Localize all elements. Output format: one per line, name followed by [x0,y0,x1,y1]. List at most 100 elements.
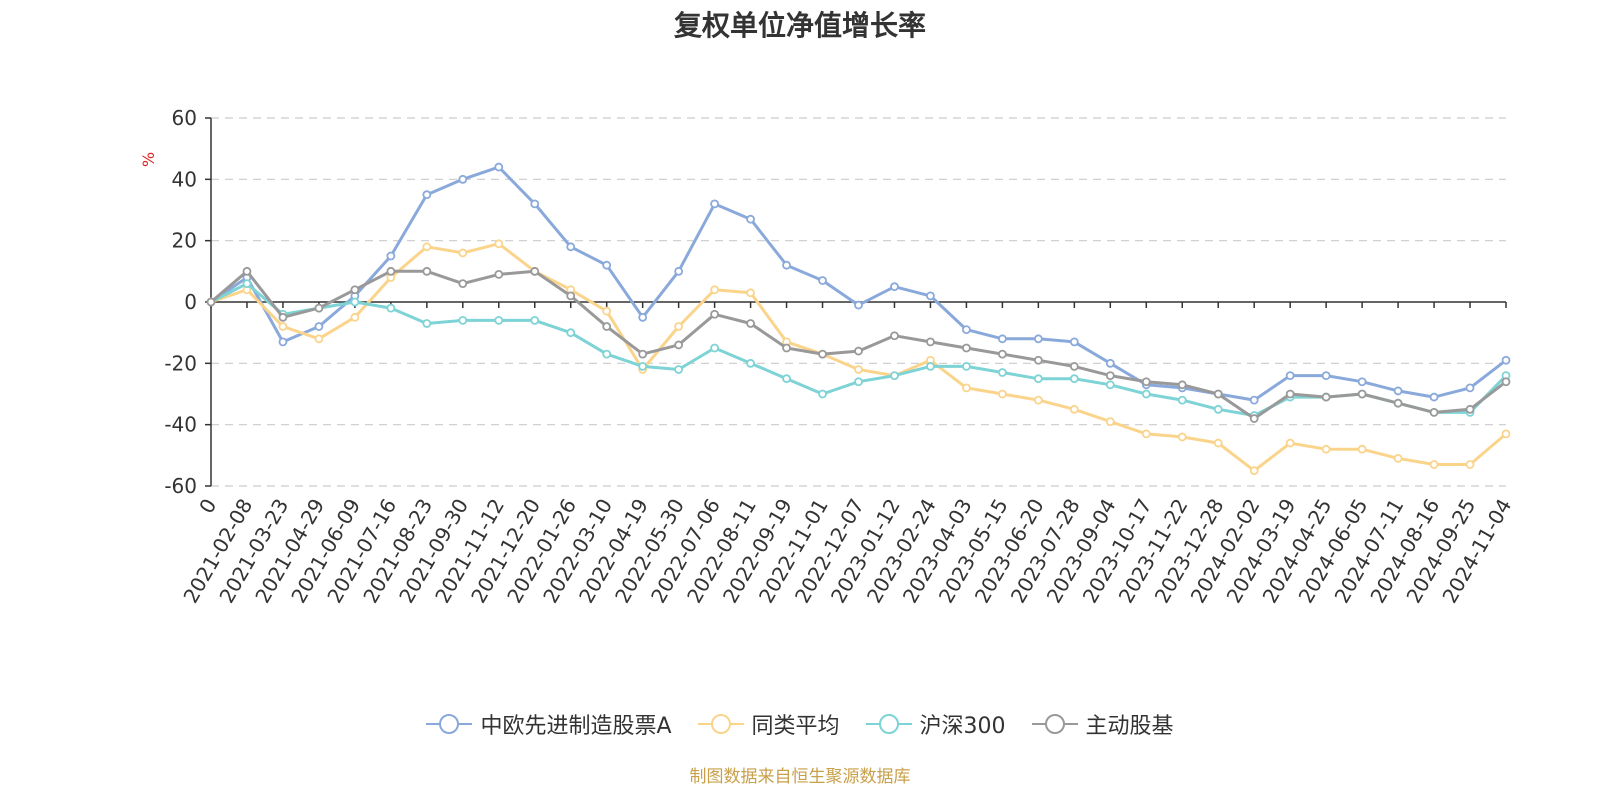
data-point [458,174,468,184]
series-line [210,242,1507,473]
data-point [674,266,684,276]
data-point [890,282,899,292]
legend-label: 主动股基 [1085,714,1174,739]
data-point [1321,371,1331,381]
data-point [602,349,612,359]
data-point [746,358,755,368]
data-point [314,303,324,313]
data-point [1069,374,1079,384]
data-point [1033,374,1043,384]
data-point [1357,444,1367,454]
y-tick-label: -20 [164,351,197,375]
data-point [422,266,432,276]
data-point [1357,377,1367,387]
data-point [314,322,324,331]
data-point [1249,466,1259,476]
data-point [638,312,648,322]
data-point [1393,398,1403,408]
data-point [1429,460,1439,469]
data-point [278,312,288,322]
data-point [386,251,396,261]
data-point [638,349,648,359]
line-chart: 6040200-20-40-6002021-02-082021-03-23202… [164,106,1516,607]
legend-item[interactable]: 主动股基 [1031,708,1174,740]
data-point [242,279,252,289]
data-point [242,266,252,276]
data-point [278,322,288,331]
y-tick-label: -40 [164,413,197,437]
data-point [782,260,791,270]
data-point [962,383,971,393]
data-point [1069,337,1079,347]
data-point [1393,386,1403,396]
data-point [997,349,1007,359]
data-point [422,190,432,200]
legend-label: 同类平均 [751,714,840,739]
series-line [210,269,1507,420]
data-point [530,315,540,325]
data-point [1465,460,1475,469]
data-point [494,315,504,325]
data-point [926,361,935,371]
data-point [854,300,863,310]
tick-labels: 6040200-20-40-6002021-02-082021-03-23202… [164,106,1516,607]
data-point [602,260,612,270]
data-point [746,288,755,298]
data-point [854,365,863,374]
data-point [1321,392,1331,402]
data-point [1141,377,1151,387]
data-point [854,346,863,356]
data-point [1105,358,1115,368]
data-point [1141,389,1151,399]
data-point [1501,377,1511,387]
data-point [1285,389,1295,399]
data-point [1105,380,1115,390]
legend-item[interactable]: 沪深300 [865,708,1006,740]
source-note: 制图数据来自恒生聚源数据库 [689,767,911,787]
legend-circle-line-icon [865,714,912,734]
data-point [458,315,468,325]
data-point [458,248,468,258]
data-point [1501,355,1511,365]
data-point [710,309,720,319]
data-point [530,266,540,276]
data-point [1033,334,1043,344]
data-point [422,319,432,328]
data-point [1429,407,1439,417]
data-point [1105,417,1115,427]
data-point [1177,395,1187,405]
data-point [674,340,684,350]
data-point [1249,414,1259,423]
data-point [1141,429,1151,439]
data-point [350,297,360,307]
data-point [782,374,791,384]
data-point [710,285,720,295]
chart-title: 复权单位净值增长率 [673,9,926,42]
data-point [818,349,827,359]
legend-label: 中欧先进制造股票A [480,714,672,739]
data-point [1429,392,1439,402]
data-point [638,361,648,371]
data-point [602,306,612,316]
data-point [1069,361,1079,371]
series-lines [206,162,1511,476]
legend-item[interactable]: 同类平均 [697,708,840,740]
data-point [530,199,540,209]
data-point [494,162,504,172]
y-tick-label: 0 [184,290,197,314]
grid-lines [211,117,1506,487]
data-point [1105,371,1115,381]
data-point [1285,438,1295,448]
data-point [997,368,1007,377]
data-point [458,279,468,289]
data-point [602,322,612,331]
data-point [962,343,971,353]
data-point [997,389,1007,399]
legend-circle-line-icon [426,714,473,734]
y-tick-label: 20 [172,229,197,253]
legend-item[interactable]: 中欧先进制造股票A [426,708,672,740]
data-point [1321,444,1331,454]
data-point [674,322,684,331]
data-point [1249,395,1259,405]
legend-circle-line-icon [1031,714,1078,734]
